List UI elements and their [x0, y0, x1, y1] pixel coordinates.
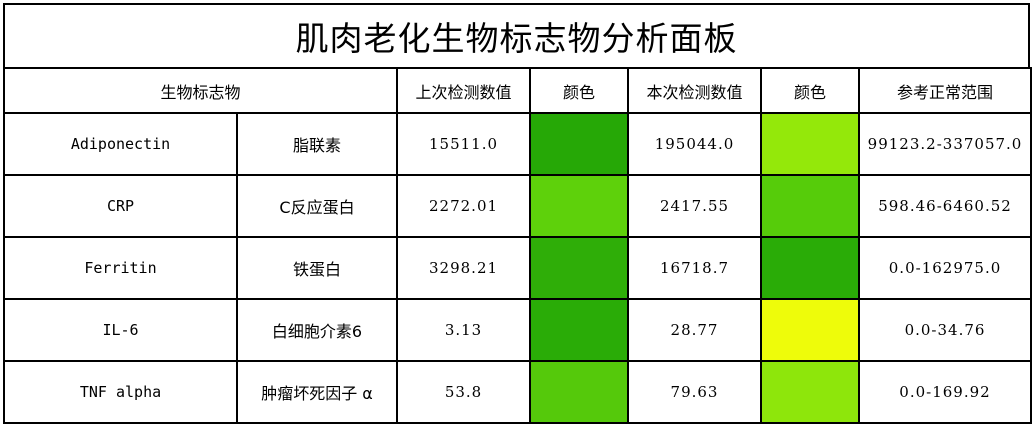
current-color-swatch [760, 298, 861, 362]
reference-range: 0.0-169.92 [858, 360, 1033, 424]
previous-color-swatch [529, 236, 630, 300]
table-row: Ferritin 铁蛋白 3298.21 16718.7 0.0-162975.0 [3, 236, 1033, 300]
biomarker-name-en: TNF alpha [3, 360, 238, 424]
previous-value: 53.8 [396, 360, 532, 424]
previous-value: 3298.21 [396, 236, 532, 300]
header-current-color: 颜色 [760, 67, 861, 114]
biomarker-panel: 肌肉老化生物标志物分析面板 生物标志物 上次检测数值 颜色 本次检测数值 颜色 … [2, 3, 1033, 429]
header-current-value: 本次检测数值 [627, 67, 763, 114]
biomarker-name-cn: 铁蛋白 [235, 236, 399, 300]
current-value: 2417.55 [627, 174, 763, 238]
biomarker-table: 生物标志物 上次检测数值 颜色 本次检测数值 颜色 参考正常范围 Adipone… [2, 67, 1033, 424]
previous-color-swatch [529, 112, 630, 176]
table-row: Adiponectin 脂联素 15511.0 195044.0 99123.2-337… [3, 112, 1033, 176]
header-row: 生物标志物 上次检测数值 颜色 本次检测数值 颜色 参考正常范围 [2, 67, 1033, 114]
biomarker-name-cn: 肿瘤坏死因子 α [235, 360, 399, 424]
reference-range: 598.46-6460.52 [858, 174, 1033, 238]
previous-value: 3.13 [396, 298, 532, 362]
panel-title: 肌肉老化生物标志物分析面板 [3, 3, 1030, 69]
biomarker-name-cn: 脂联素 [235, 112, 399, 176]
current-value: 79.63 [627, 360, 763, 424]
previous-value: 15511.0 [396, 112, 532, 176]
biomarker-name-en: Adiponectin [3, 112, 238, 176]
table-row: CRP C反应蛋白 2272.01 2417.55 598.46-6460.52 [3, 174, 1033, 238]
current-value: 28.77 [627, 298, 763, 362]
biomarker-name-en: CRP [3, 174, 238, 238]
header-previous-color: 颜色 [529, 67, 630, 114]
biomarker-name-en: Ferritin [3, 236, 238, 300]
table-row: TNF alpha 肿瘤坏死因子 α 53.8 79.63 0.0-169.92 [3, 360, 1033, 424]
previous-value: 2272.01 [396, 174, 532, 238]
previous-color-swatch [529, 174, 630, 238]
current-color-swatch [760, 236, 861, 300]
current-value: 195044.0 [627, 112, 763, 176]
current-value: 16718.7 [627, 236, 763, 300]
current-color-swatch [760, 174, 861, 238]
biomarker-name-cn: 白细胞介素6 [235, 298, 399, 362]
biomarker-name-en: IL-6 [3, 298, 238, 362]
current-color-swatch [760, 360, 861, 424]
previous-color-swatch [529, 298, 630, 362]
header-reference-range: 参考正常范围 [858, 67, 1033, 114]
current-color-swatch [760, 112, 861, 176]
reference-range: 0.0-34.76 [858, 298, 1033, 362]
header-biomarker: 生物标志物 [2, 67, 399, 114]
reference-range: 0.0-162975.0 [858, 236, 1033, 300]
biomarker-name-cn: C反应蛋白 [235, 174, 399, 238]
table-row: IL-6 白细胞介素6 3.13 28.77 0.0-34.76 [3, 298, 1033, 362]
header-previous-value: 上次检测数值 [396, 67, 532, 114]
previous-color-swatch [529, 360, 630, 424]
reference-range: 99123.2-337057.0 [858, 112, 1033, 176]
